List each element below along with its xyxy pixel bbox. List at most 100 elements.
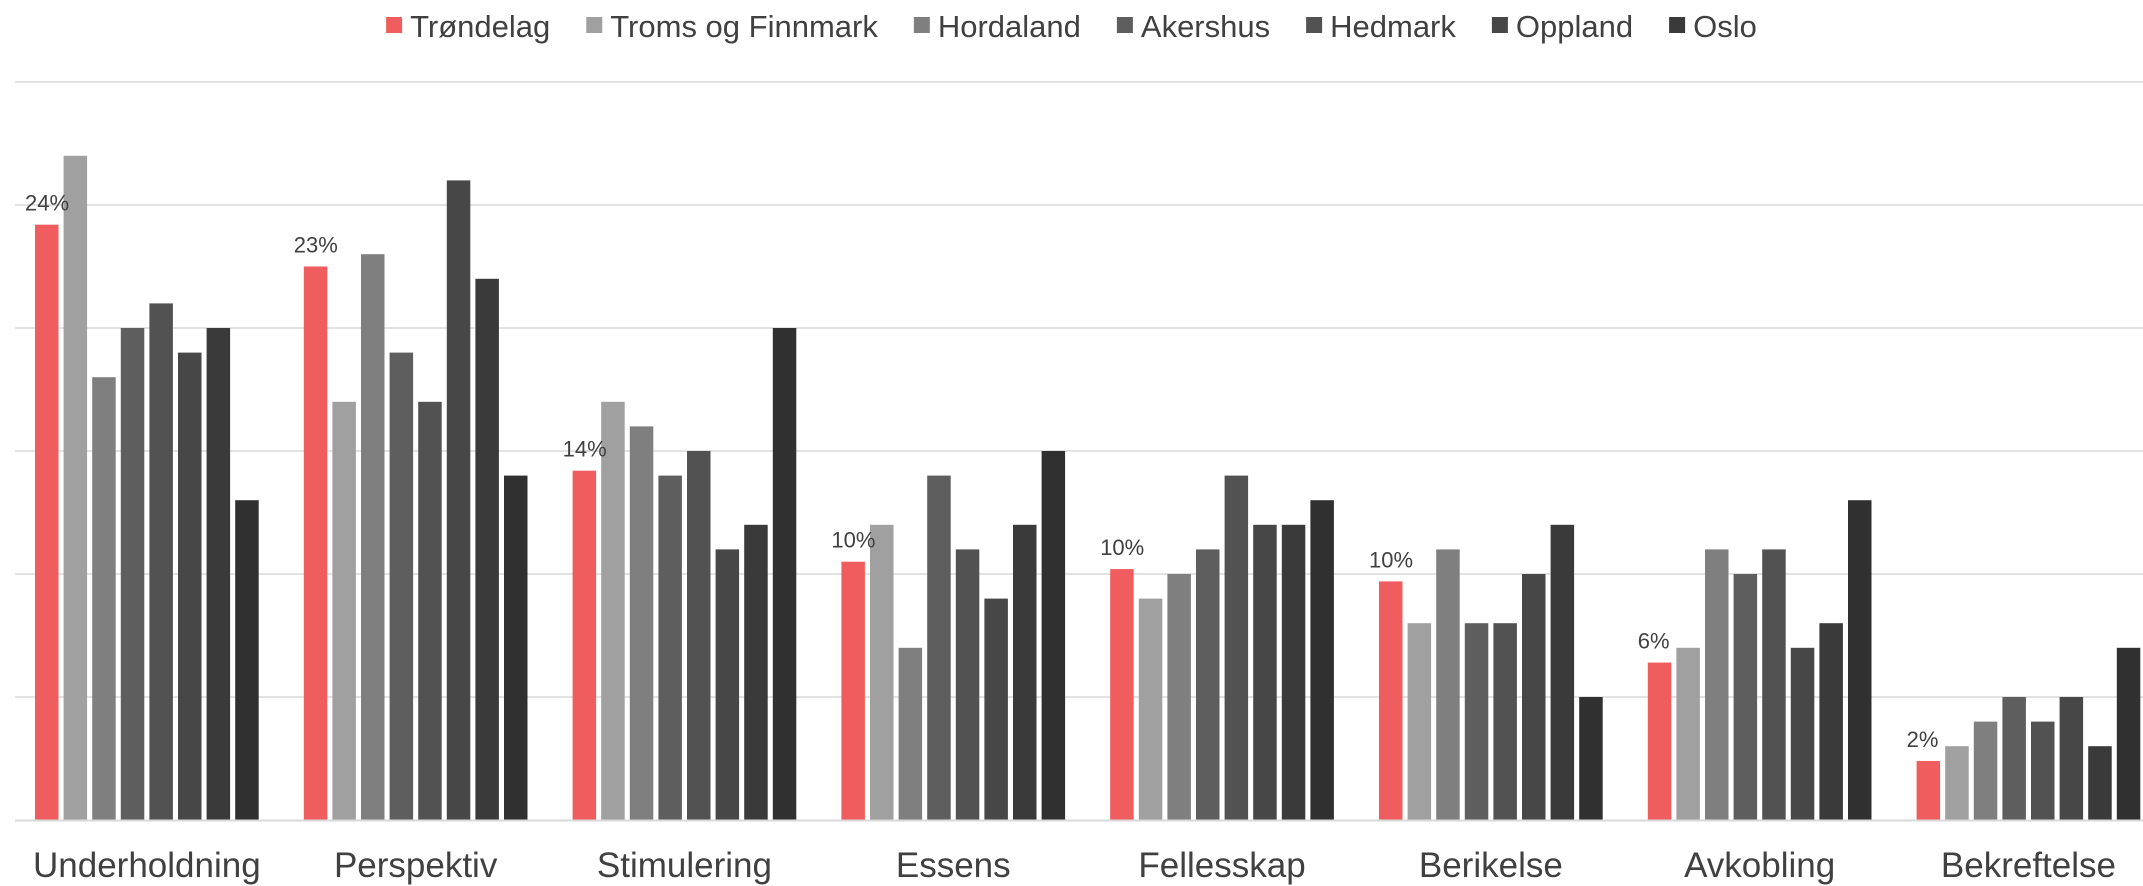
bar (92, 377, 116, 820)
legend-item: Hedmark (1306, 9, 1456, 44)
bar (601, 401, 625, 820)
legend-label: Hedmark (1330, 9, 1456, 44)
legend-item: Trøndelag (386, 9, 550, 44)
bar (1522, 574, 1546, 820)
legend-label: Hordaland (938, 9, 1081, 44)
legend-swatch (1306, 17, 1323, 33)
bar (2088, 746, 2112, 820)
data-label: 10% (1369, 547, 1413, 572)
data-label: 24% (25, 191, 69, 216)
bar (1579, 697, 1603, 820)
bar (1253, 524, 1277, 820)
bar (1945, 746, 1969, 820)
bars (35, 155, 2141, 821)
legend-label: Akershus (1141, 9, 1270, 44)
bar (120, 328, 145, 820)
legend-label: Oslo (1693, 9, 1757, 44)
bar (332, 401, 356, 820)
bar (149, 303, 173, 820)
legend-swatch (586, 17, 603, 33)
bar (1379, 581, 1403, 820)
bar (303, 266, 328, 820)
bar (1310, 500, 1334, 820)
bar (1138, 598, 1163, 820)
bar (1110, 569, 1134, 820)
bar (772, 328, 797, 820)
bar (1436, 549, 1460, 820)
data-label: 14% (563, 437, 607, 462)
bar (235, 500, 259, 820)
legend-item: Oslo (1669, 9, 1757, 44)
bar (1281, 524, 1306, 820)
bar (1493, 623, 1517, 820)
category-label: Essens (896, 846, 1011, 885)
bar (927, 475, 951, 820)
bar (178, 352, 202, 820)
bar (2002, 697, 2026, 820)
category-label: Perspektiv (334, 846, 498, 885)
bar (955, 549, 980, 820)
bar (446, 180, 471, 820)
bar (1973, 721, 1998, 820)
bar (1916, 760, 1941, 820)
bar (1224, 475, 1249, 820)
data-label: 10% (831, 528, 875, 553)
bar (1819, 623, 1843, 820)
data-label: 6% (1638, 629, 1670, 654)
bar (1464, 623, 1489, 820)
category-label: Underholdning (33, 846, 261, 885)
bar (2059, 697, 2084, 820)
legend-item: Oppland (1491, 9, 1633, 44)
bar (1848, 500, 1872, 820)
data-labels: 24% 23% 14% 10% 10% 10% 6% 2% (25, 191, 1938, 752)
bar (629, 426, 654, 820)
bar (984, 598, 1008, 820)
bar (715, 549, 740, 820)
data-label: 2% (1907, 727, 1939, 752)
bar (1676, 647, 1700, 820)
bar (1790, 647, 1815, 820)
category-label: Stimulering (597, 846, 772, 885)
legend-item: Hordaland (913, 9, 1081, 44)
bar (841, 561, 865, 820)
legend-label: Trøndelag (410, 9, 550, 44)
bar (475, 278, 499, 820)
legend-swatch (1491, 17, 1508, 33)
legend-label: Oppland (1516, 9, 1633, 44)
bar (744, 524, 768, 820)
legend-item: Akershus (1116, 9, 1270, 44)
bar (2031, 721, 2055, 820)
legend-label: Troms og Finnmark (610, 9, 878, 44)
bar (658, 475, 682, 820)
bar (206, 328, 231, 820)
bar (418, 401, 442, 820)
category-label: Berikelse (1419, 846, 1563, 885)
bar (2116, 647, 2141, 820)
bar (1407, 623, 1432, 820)
category-label: Avkobling (1684, 846, 1835, 885)
legend: Trøndelag Troms og Finnmark Hordaland Akers… (386, 9, 1757, 44)
data-label: 10% (1100, 535, 1144, 560)
bar (572, 470, 597, 820)
bar (389, 352, 414, 820)
data-label: 23% (294, 233, 338, 258)
category-label: Fellesskap (1138, 846, 1305, 885)
category-labels: Underholdning Perspektiv Stimulering Essens… (33, 846, 2116, 885)
legend-swatch (913, 17, 930, 33)
bar (1196, 549, 1220, 820)
legend-item: Troms og Finnmark (586, 9, 878, 44)
bar (1041, 451, 1066, 820)
bar (1762, 549, 1786, 820)
bar (1733, 574, 1758, 820)
bar (687, 451, 711, 820)
legend-swatch (386, 17, 403, 33)
bar (1550, 524, 1575, 820)
bar (1013, 524, 1037, 820)
bar (898, 647, 923, 820)
bar (63, 155, 88, 821)
bar (1167, 574, 1191, 820)
bar (361, 254, 385, 820)
legend-swatch (1116, 17, 1133, 33)
bar (1705, 549, 1729, 820)
